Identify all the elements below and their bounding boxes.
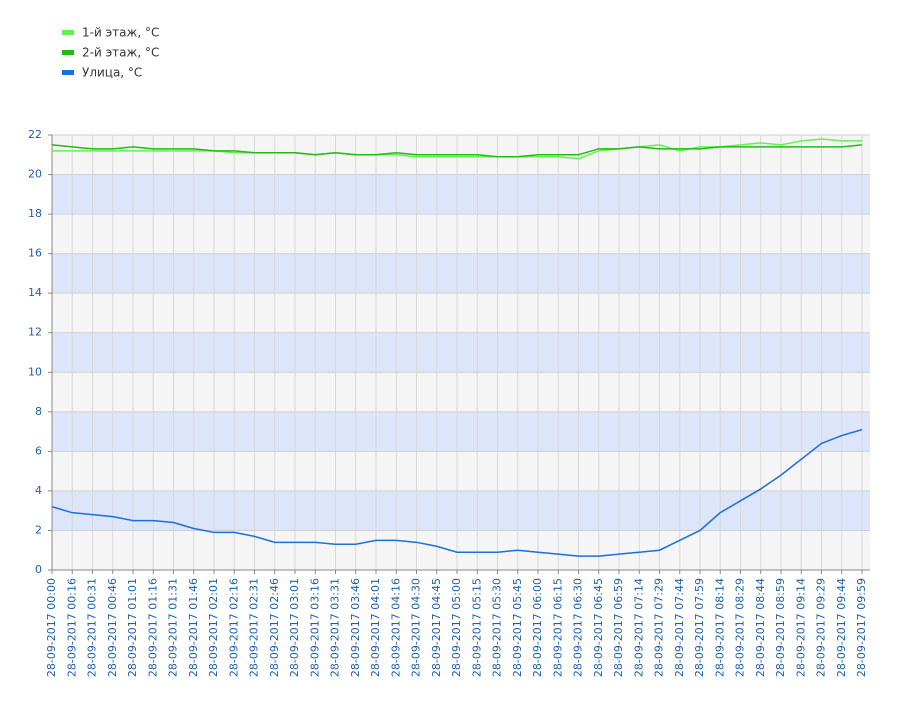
x-tick-label: 28-09-2017 03:01: [288, 578, 301, 677]
x-tick-label: 28-09-2017 04:45: [430, 578, 443, 677]
band: [52, 451, 870, 491]
x-tick-label: 28-09-2017 04:16: [389, 578, 402, 677]
band: [52, 530, 870, 570]
series-line: [51, 144, 863, 158]
y-tick-label: 6: [35, 444, 42, 457]
x-tick-label: 28-09-2017 04:30: [410, 578, 423, 677]
x-tick-label: 28-09-2017 00:46: [106, 578, 119, 677]
legend-swatch: [62, 30, 74, 35]
x-tick-label: 28-09-2017 00:16: [65, 578, 78, 677]
legend-swatch: [62, 70, 74, 75]
x-tick-label: 28-09-2017 08:44: [754, 578, 767, 677]
band: [52, 214, 870, 254]
legend-label: 2-й этаж, °C: [82, 46, 159, 60]
x-tick-label: 28-09-2017 06:00: [531, 578, 544, 677]
x-tick-label: 28-09-2017 06:30: [572, 578, 585, 677]
x-tick-label: 28-09-2017 00:31: [86, 578, 99, 677]
x-tick-label: 28-09-2017 08:29: [734, 578, 747, 677]
x-tick-label: 28-09-2017 06:15: [551, 578, 564, 677]
x-tick-label: 28-09-2017 09:59: [855, 578, 868, 677]
y-tick-label: 4: [35, 484, 42, 497]
y-tick-label: 22: [28, 128, 42, 141]
legend-swatch: [62, 50, 74, 55]
y-tick-label: 14: [28, 286, 42, 299]
y-tick-label: 20: [28, 168, 42, 181]
legend-label: Улица, °C: [82, 66, 142, 80]
x-tick-label: 28-09-2017 01:16: [146, 578, 159, 677]
x-tick-label: 28-09-2017 02:16: [227, 578, 240, 677]
x-tick-label: 28-09-2017 05:30: [491, 578, 504, 677]
series-line: [51, 428, 863, 557]
band: [52, 174, 870, 215]
x-tick-label: 28-09-2017 05:45: [511, 578, 524, 677]
band: [52, 411, 870, 452]
x-tick-label: 28-09-2017 09:29: [815, 578, 828, 677]
x-tick-label: 28-09-2017 01:31: [167, 578, 180, 677]
x-tick-label: 28-09-2017 00:00: [45, 578, 58, 677]
x-tick-label: 28-09-2017 07:59: [693, 578, 706, 677]
x-tick-label: 28-09-2017 07:44: [673, 578, 686, 677]
x-tick-label: 28-09-2017 02:01: [207, 578, 220, 677]
x-tick-label: 28-09-2017 01:46: [187, 578, 200, 677]
y-tick-label: 0: [35, 563, 42, 576]
x-tick-label: 28-09-2017 03:16: [308, 578, 321, 677]
band: [52, 293, 870, 333]
x-tick-label: 28-09-2017 07:29: [653, 578, 666, 677]
band: [52, 332, 870, 373]
x-tick-label: 28-09-2017 06:59: [612, 578, 625, 677]
legend-label: 1-й этаж, °C: [82, 26, 159, 40]
x-tick-label: 28-09-2017 07:14: [632, 578, 645, 677]
y-tick-label: 8: [35, 405, 42, 418]
band: [52, 490, 870, 531]
x-tick-label: 28-09-2017 05:15: [470, 578, 483, 677]
x-tick-label: 28-09-2017 03:31: [329, 578, 342, 677]
x-tick-label: 28-09-2017 02:31: [248, 578, 261, 677]
y-tick-label: 16: [28, 247, 42, 260]
y-tick-label: 18: [28, 207, 42, 220]
band: [52, 372, 870, 412]
x-tick-label: 28-09-2017 02:46: [268, 578, 281, 677]
x-tick-label: 28-09-2017 08:59: [774, 578, 787, 677]
y-tick-label: 2: [35, 523, 42, 536]
x-tick-label: 28-09-2017 08:14: [713, 578, 726, 677]
x-tick-label: 28-09-2017 06:45: [592, 578, 605, 677]
x-tick-label: 28-09-2017 09:14: [794, 578, 807, 677]
band: [52, 253, 870, 294]
x-tick-label: 28-09-2017 05:00: [450, 578, 463, 677]
x-tick-label: 28-09-2017 03:46: [349, 578, 362, 677]
y-tick-label: 12: [28, 326, 42, 339]
x-tick-label: 28-09-2017 04:01: [369, 578, 382, 677]
x-tick-label: 28-09-2017 01:01: [126, 578, 139, 677]
y-tick-label: 10: [28, 365, 42, 378]
x-tick-label: 28-09-2017 09:44: [835, 578, 848, 677]
